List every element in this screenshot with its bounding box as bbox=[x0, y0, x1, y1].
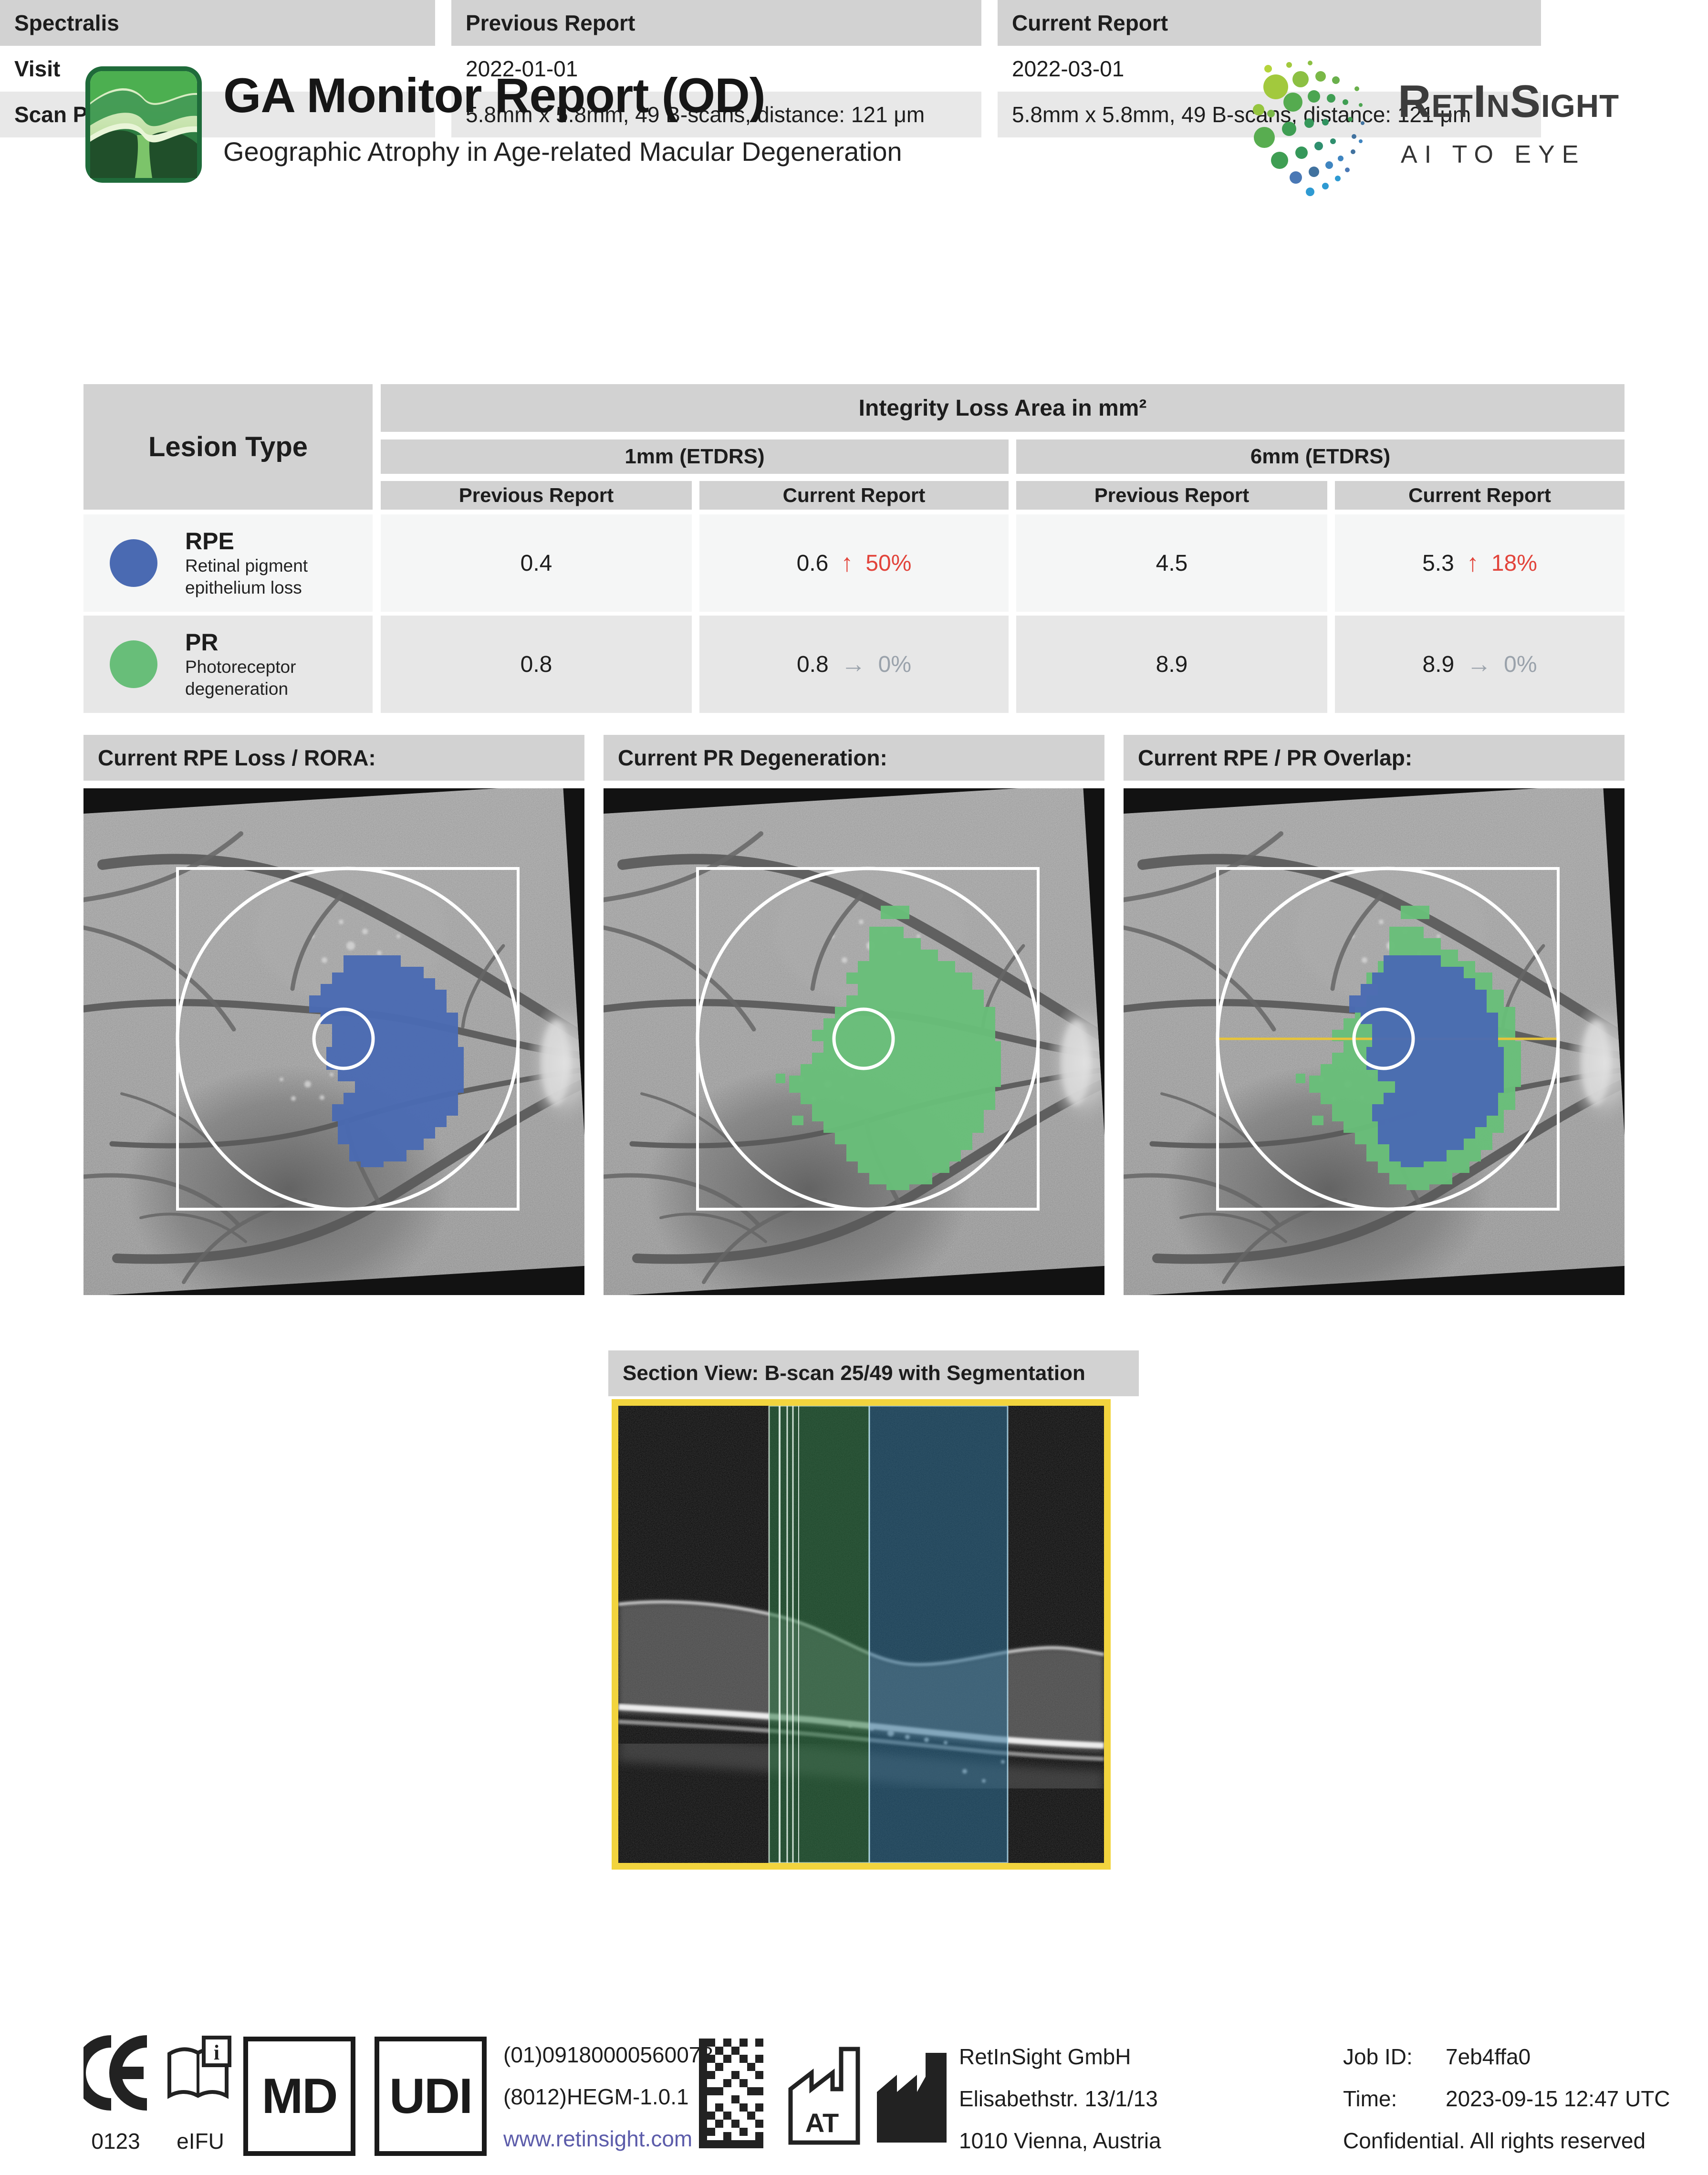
address-line-2: 1010 Vienna, Austria bbox=[959, 2128, 1161, 2153]
manufacturer-address: RetInSight GmbH Elisabethstr. 13/1/13 10… bbox=[959, 2036, 1161, 2162]
report-header: GA Monitor Report (OD) Geographic Atroph… bbox=[223, 68, 902, 167]
ce-mark-icon bbox=[83, 2035, 147, 2111]
pr-1mm-change-pct: 0% bbox=[878, 651, 912, 677]
col-1mm-current: Current Report bbox=[699, 481, 1009, 510]
manufacturer-icon bbox=[877, 2053, 947, 2143]
info-previous-header: Previous Report bbox=[451, 0, 981, 46]
pr-desc-1: Photoreceptor bbox=[185, 657, 296, 677]
job-id-label: Job ID: bbox=[1343, 2044, 1413, 2069]
group-6mm-header: 6mm (ETDRS) bbox=[1016, 439, 1625, 474]
scan-info-table: Spectralis Previous Report Current Repor… bbox=[0, 0, 1541, 137]
udi-symbol: UDI bbox=[375, 2037, 487, 2156]
confidential-note: Confidential. All rights reserved bbox=[1343, 2128, 1646, 2153]
md-symbol: MD bbox=[243, 2037, 355, 2156]
fundus-image-rpe-loss bbox=[83, 788, 584, 1295]
time-value: 2023-09-15 12:47 UTC bbox=[1446, 2086, 1670, 2111]
brand-tagline: AI TO EYE bbox=[1401, 141, 1586, 168]
rpe-desc-1: Retinal pigment bbox=[185, 556, 308, 575]
brand-name: RetInSight bbox=[1398, 76, 1620, 127]
col-6mm-current: Current Report bbox=[1335, 481, 1625, 510]
factory-country-code: AT bbox=[805, 2108, 839, 2138]
scan-pattern-previous-value: 5.8mm x 5.8mm, 49 B-scans, distance: 121… bbox=[451, 92, 981, 137]
time-label: Time: bbox=[1343, 2086, 1397, 2111]
col-6mm-previous: Previous Report bbox=[1016, 481, 1327, 510]
address-line-1: Elisabethstr. 13/1/13 bbox=[959, 2086, 1158, 2111]
caption-rpe-loss: Current RPE Loss / RORA: bbox=[83, 735, 584, 781]
factory-at-icon: AT bbox=[788, 2047, 860, 2145]
rpe-color-dot bbox=[110, 539, 157, 587]
eifu-label: eIFU bbox=[177, 2129, 224, 2154]
website-link[interactable]: www.retinsight.com bbox=[503, 2126, 693, 2151]
page-title: GA Monitor Report (OD) bbox=[223, 68, 766, 123]
udi-text-block: (01)09180000560078 (8012)HEGM-1.0.1 www.… bbox=[503, 2034, 713, 2160]
pr-6mm-current: 8.9 → 0% bbox=[1335, 616, 1625, 713]
caption-rpe-pr-overlap: Current RPE / PR Overlap: bbox=[1124, 735, 1625, 781]
up-arrow-icon: ↑ bbox=[1466, 549, 1479, 577]
pr-1mm-current: 0.8 → 0% bbox=[699, 616, 1009, 713]
group-1mm-header: 1mm (ETDRS) bbox=[381, 439, 1009, 474]
eifu-i-glyph: i bbox=[214, 2041, 219, 2064]
rpe-1mm-previous: 0.4 bbox=[381, 514, 692, 612]
visit-label: Visit bbox=[0, 46, 435, 92]
right-arrow-icon: → bbox=[841, 650, 866, 678]
scan-pattern-current-value: 5.8mm x 5.8mm, 49 B-scans, distance: 121… bbox=[998, 92, 1541, 137]
pr-segmentation-band bbox=[769, 1406, 869, 1863]
retinsight-wordmark: RetInSight AI TO EYE bbox=[1398, 75, 1619, 169]
page-subtitle: Geographic Atrophy in Age-related Macula… bbox=[223, 136, 902, 167]
rpe-6mm-change-pct: 18% bbox=[1491, 550, 1537, 576]
company-name: RetInSight GmbH bbox=[959, 2044, 1131, 2069]
fundus-image-pr-degeneration bbox=[604, 788, 1104, 1295]
eifu-icon: i bbox=[167, 2036, 231, 2099]
retinsight-sphere-logo-icon bbox=[1253, 61, 1364, 196]
rpe-abbr: RPE bbox=[185, 528, 234, 554]
col-1mm-previous: Previous Report bbox=[381, 481, 692, 510]
info-current-header: Current Report bbox=[998, 0, 1541, 46]
rpe-1mm-current: 0.6 ↑ 50% bbox=[699, 514, 1009, 612]
datamatrix-icon bbox=[699, 2039, 763, 2148]
section-view-caption: Section View: B-scan 25/49 with Segmenta… bbox=[608, 1350, 1139, 1396]
ce-number: 0123 bbox=[91, 2129, 140, 2154]
pr-row-label: PR Photoreceptor degeneration bbox=[83, 616, 373, 713]
app-logo-icon bbox=[85, 66, 202, 183]
caption-pr-degeneration: Current PR Degeneration: bbox=[604, 735, 1104, 781]
udi-line-2: (8012)HEGM-1.0.1 bbox=[503, 2084, 689, 2109]
pr-1mm-previous: 0.8 bbox=[381, 616, 692, 713]
rpe-6mm-current: 5.3 ↑ 18% bbox=[1335, 514, 1625, 612]
rpe-desc-2: epithelium loss bbox=[185, 578, 302, 597]
rpe-1mm-change-pct: 50% bbox=[865, 550, 912, 576]
fundus-image-overlap bbox=[1124, 788, 1625, 1295]
segmentation-lines bbox=[779, 1406, 799, 1863]
report-meta: Job ID: 7eb4ffa0 Time: 2023-09-15 12:47 … bbox=[1343, 2036, 1670, 2162]
rpe-6mm-previous: 4.5 bbox=[1016, 514, 1327, 612]
job-id-value: 7eb4ffa0 bbox=[1446, 2044, 1531, 2069]
visit-previous-value: 2022-01-01 bbox=[451, 46, 981, 92]
pr-desc-2: degeneration bbox=[185, 679, 289, 699]
up-arrow-icon: ↑ bbox=[841, 549, 854, 577]
bscan-image bbox=[612, 1399, 1111, 1870]
integrity-loss-header: Integrity Loss Area in mm² bbox=[381, 384, 1625, 432]
rpe-segmentation-band bbox=[869, 1406, 1008, 1863]
rpe-row-label: RPE Retinal pigment epithelium loss bbox=[83, 514, 373, 612]
udi-line-1: (01)09180000560078 bbox=[503, 2042, 713, 2067]
pr-abbr: PR bbox=[185, 629, 219, 656]
pr-6mm-previous: 8.9 bbox=[1016, 616, 1327, 713]
pr-color-dot bbox=[110, 640, 157, 688]
info-device-header: Spectralis bbox=[0, 0, 435, 46]
pr-6mm-change-pct: 0% bbox=[1504, 651, 1537, 677]
right-arrow-icon: → bbox=[1467, 650, 1492, 678]
lesion-type-header: Lesion Type bbox=[83, 384, 373, 510]
